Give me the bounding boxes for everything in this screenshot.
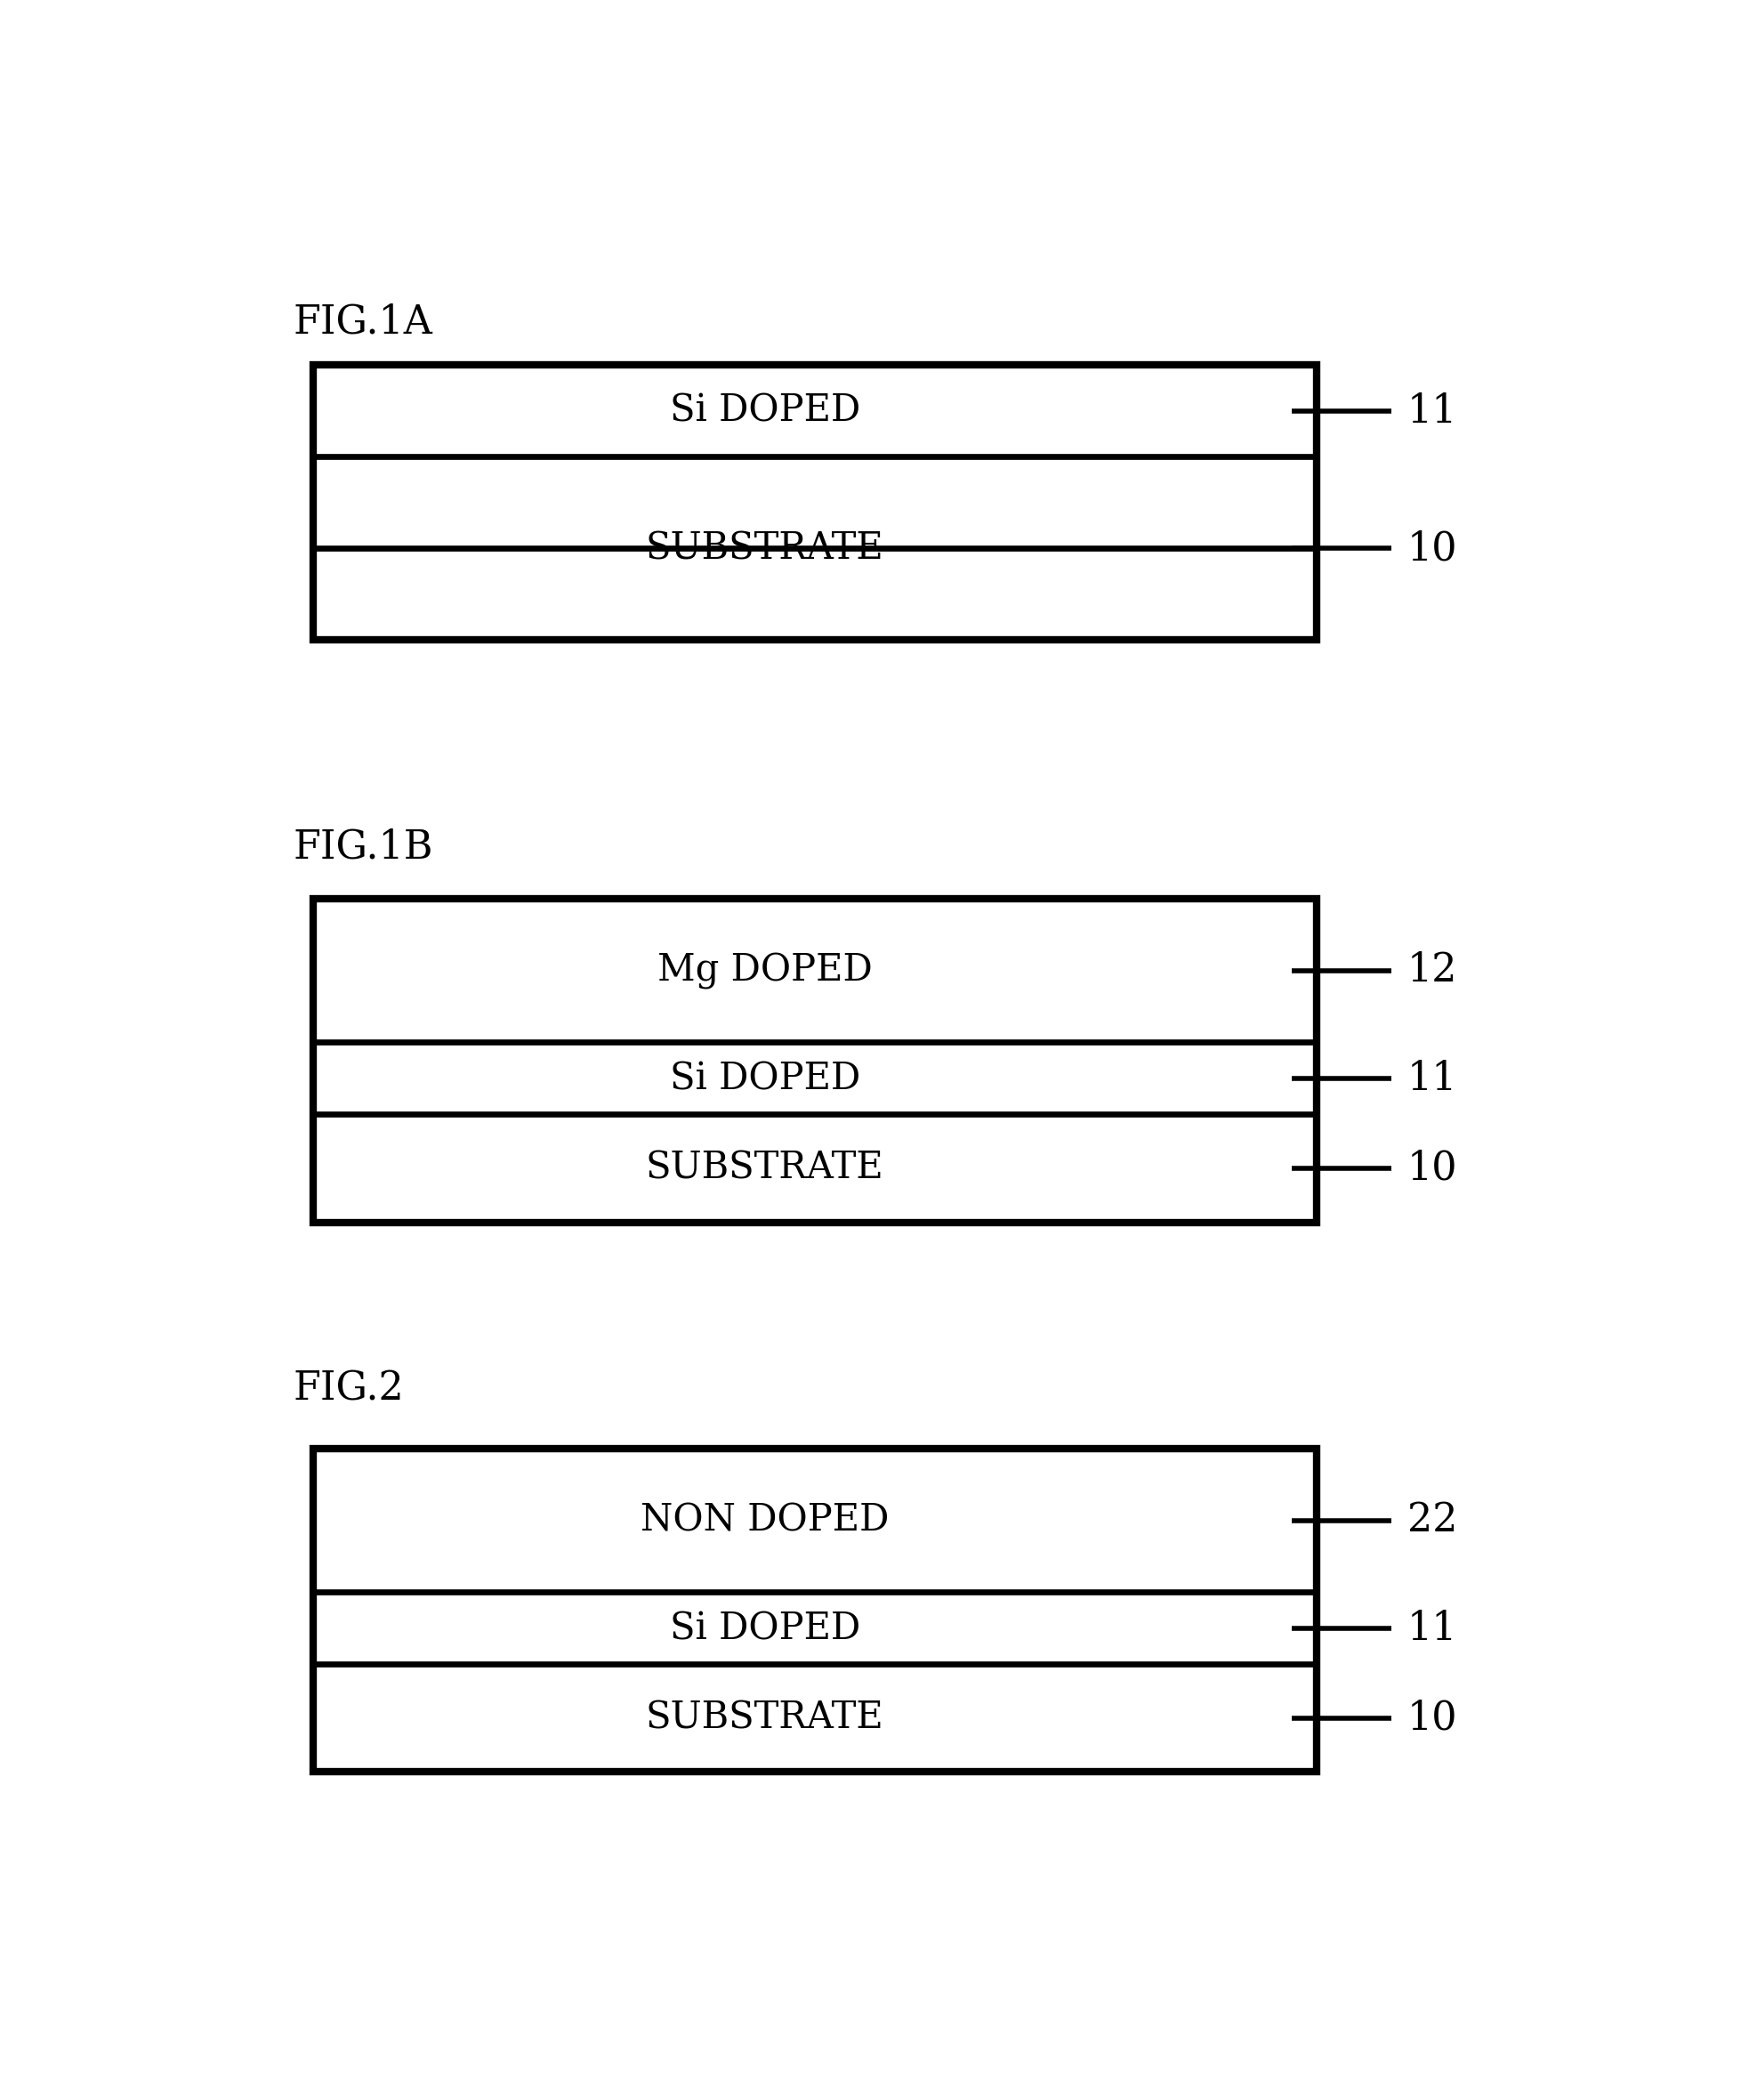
Text: NON DOPED: NON DOPED [640, 1501, 888, 1539]
Text: 12: 12 [1408, 951, 1457, 989]
Text: FIG.1B: FIG.1B [294, 827, 434, 867]
Text: 10: 10 [1408, 1149, 1457, 1186]
Text: FIG.2: FIG.2 [294, 1369, 404, 1409]
Text: Si DOPED: Si DOPED [670, 1611, 861, 1646]
Bar [313, 1449, 1317, 1772]
Text: Mg DOPED: Mg DOPED [658, 951, 873, 989]
Text: SUBSTRATE: SUBSTRATE [645, 1149, 883, 1186]
Text: FIG.1A: FIG.1A [294, 302, 432, 340]
Text: 22: 22 [1408, 1501, 1457, 1539]
Text: SUBSTRATE: SUBSTRATE [645, 529, 883, 567]
Text: 11: 11 [1408, 1058, 1457, 1098]
Text: 11: 11 [1408, 393, 1457, 430]
Text: 11: 11 [1408, 1609, 1457, 1648]
Text: SUBSTRATE: SUBSTRATE [645, 1699, 883, 1737]
Text: 10: 10 [1408, 1699, 1457, 1737]
Text: Si DOPED: Si DOPED [670, 1060, 861, 1098]
Text: 10: 10 [1408, 529, 1457, 567]
Bar [313, 899, 1317, 1222]
Bar [313, 365, 1317, 640]
Text: Si DOPED: Si DOPED [670, 393, 861, 430]
